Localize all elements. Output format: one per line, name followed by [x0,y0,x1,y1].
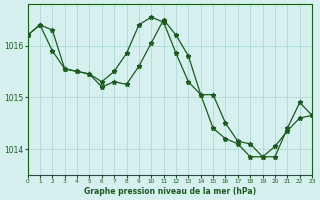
X-axis label: Graphe pression niveau de la mer (hPa): Graphe pression niveau de la mer (hPa) [84,187,256,196]
